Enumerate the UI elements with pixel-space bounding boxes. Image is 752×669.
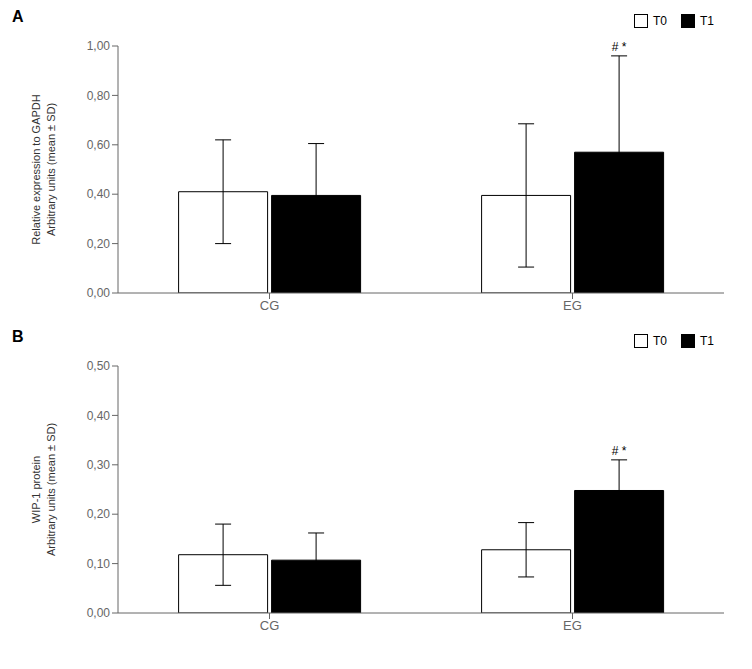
html-text:T0: T0 — [653, 334, 667, 348]
svg-text:Arbitrary units (mean ± SD): Arbitrary units (mean ± SD) — [45, 423, 57, 556]
html-text:T1: T1 — [700, 334, 714, 348]
svg-text:EG: EG — [563, 618, 582, 633]
svg-text:Relative expression to GAPDH: Relative expression to GAPDH — [30, 94, 42, 244]
svg-text:0,00: 0,00 — [87, 286, 111, 300]
svg-text:0,40: 0,40 — [87, 187, 111, 201]
svg-text:0,80: 0,80 — [87, 89, 111, 103]
svg-text:0,20: 0,20 — [87, 507, 111, 521]
svg-text:1,00: 1,00 — [87, 39, 111, 53]
svg-text:0,30: 0,30 — [87, 458, 111, 472]
svg-text:0,10: 0,10 — [87, 557, 111, 571]
svg-text:0,00: 0,00 — [87, 606, 111, 620]
html-text:T0: T0 — [653, 14, 667, 28]
svg-text:WIP-1 protein: WIP-1 protein — [30, 456, 42, 523]
svg-text:0,20: 0,20 — [87, 237, 111, 251]
svg-text:Arbitrary units (mean ± SD): Arbitrary units (mean ± SD) — [45, 103, 57, 236]
svg-text:CG: CG — [260, 618, 280, 633]
svg-text:# *: # * — [612, 40, 627, 54]
svg-text:0,40: 0,40 — [87, 409, 111, 423]
svg-text:# *: # * — [612, 444, 627, 458]
svg-text:EG: EG — [563, 298, 582, 313]
html-text:T1: T1 — [700, 14, 714, 28]
svg-text:0,50: 0,50 — [87, 359, 111, 373]
svg-text:CG: CG — [260, 298, 280, 313]
html-text:B: B — [12, 328, 24, 345]
svg-text:0,60: 0,60 — [87, 138, 111, 152]
html-text:A: A — [12, 8, 24, 25]
